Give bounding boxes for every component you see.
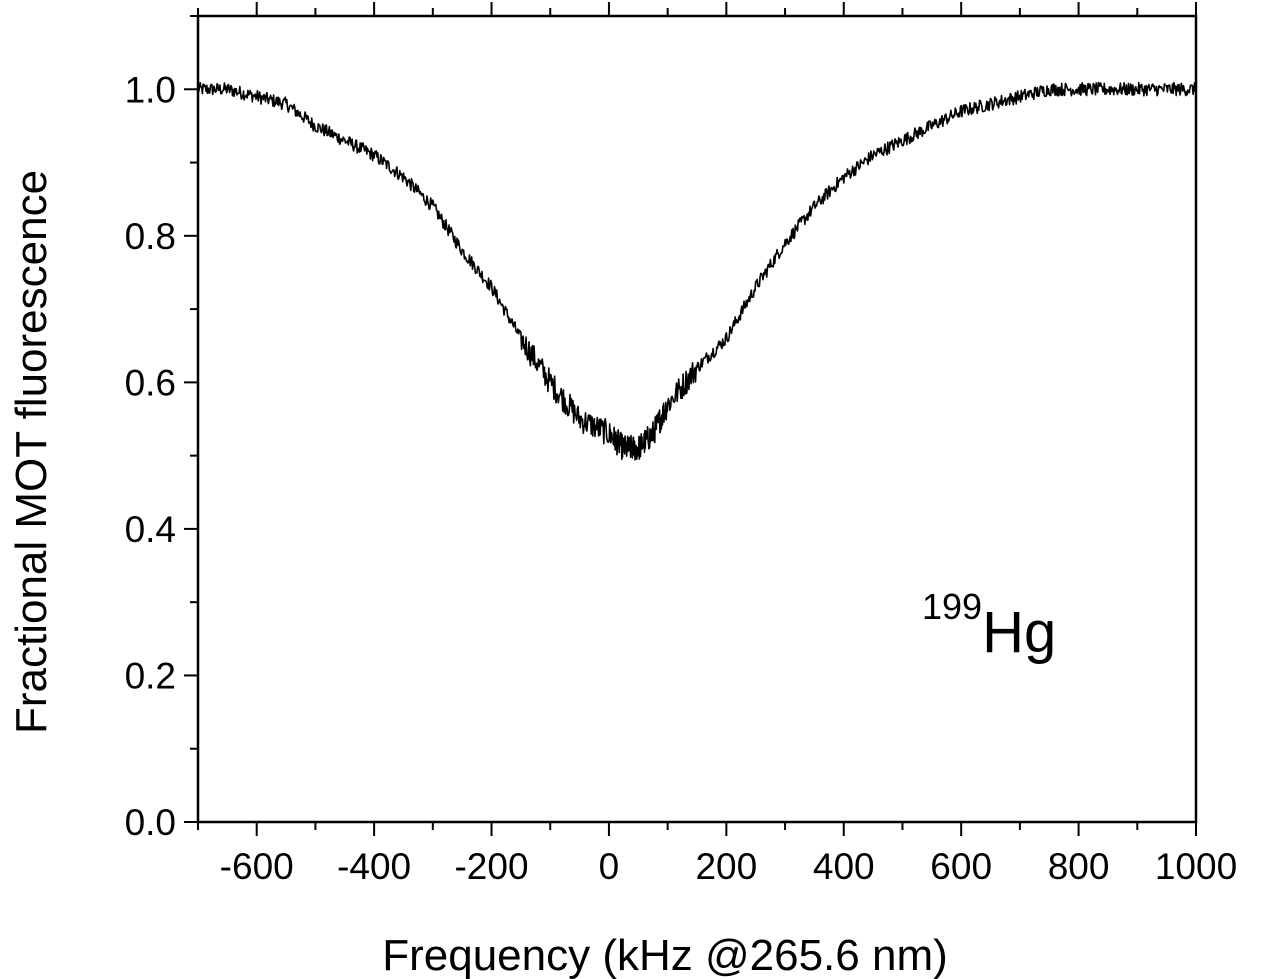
x-tick-label: 800 (1048, 846, 1110, 887)
y-tick-label: 0.6 (125, 362, 176, 403)
x-tick-label: -400 (337, 846, 411, 887)
y-axis-title: Fractional MOT fluorescence (7, 170, 56, 734)
y-axis-ticks: 0.0 0.2 0.4 0.6 0.8 1.0 (125, 15, 198, 843)
x-tick-label: 1000 (1155, 846, 1237, 887)
isotope-annotation: 199Hg (922, 586, 1056, 665)
y-tick-label: 0.0 (125, 802, 176, 843)
x-axis-ticks: -600 -400 -200 0 200 400 600 800 1000 (197, 2, 1237, 887)
x-tick-label: 0 (599, 846, 620, 887)
x-tick-label: 200 (695, 846, 757, 887)
x-axis-title: Frequency (kHz @265.6 nm) (382, 931, 948, 979)
x-tick-label: 400 (813, 846, 875, 887)
isotope-mass-number: 199 (922, 586, 982, 627)
x-tick-label: 600 (930, 846, 992, 887)
y-tick-label: 1.0 (125, 69, 176, 110)
fluorescence-line (197, 81, 1197, 461)
y-tick-label: 0.2 (125, 655, 176, 696)
y-tick-label: 0.4 (125, 509, 176, 550)
x-tick-label: -200 (454, 846, 528, 887)
y-tick-label: 0.8 (125, 216, 176, 257)
isotope-element: Hg (982, 600, 1056, 665)
plot-frame (196, 14, 1198, 824)
x-tick-label: -600 (220, 846, 294, 887)
